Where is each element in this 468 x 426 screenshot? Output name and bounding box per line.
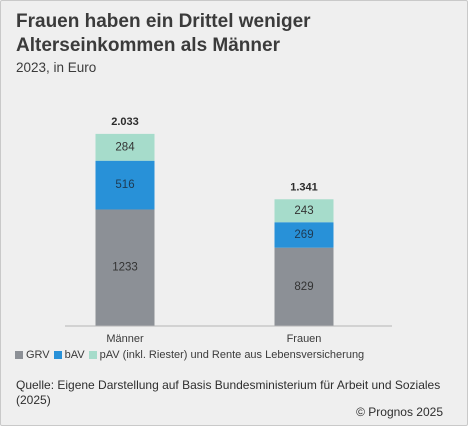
data-label-m-nner-grv: 1233 <box>112 262 138 274</box>
x-tick-label-frauen: Frauen <box>287 333 322 345</box>
legend-swatch-pav <box>88 351 97 359</box>
bar-segment-frauen-bav <box>274 222 334 248</box>
total-label-frauen: 1.341 <box>290 181 318 193</box>
legend: GRV bAV pAV (inkl. Riester) und Rente au… <box>15 349 364 361</box>
legend-label-pav: pAV (inkl. Riester) und Rente aus Lebens… <box>99 349 365 361</box>
data-label-frauen-bav: 269 <box>294 229 313 241</box>
legend-item-bav: bAV <box>53 349 85 361</box>
x-tick-label-m-nner: Männer <box>106 333 144 345</box>
stacked-bar-chart: 1233 516 284 2.033 Männer 829 269 243 1.341 Fraue… <box>65 116 392 345</box>
chart-title: Frauen haben ein Drittel weniger Alterse… <box>16 11 311 56</box>
bar-segment-m-nner-bav <box>95 160 155 210</box>
legend-label-bav: bAV <box>64 349 85 361</box>
copyright-note: © Prognos 2025 <box>356 405 443 419</box>
legend-swatch-grv <box>15 351 23 359</box>
chart-subtitle: 2023, in Euro <box>16 60 97 75</box>
data-label-frauen-pav: 243 <box>294 205 313 217</box>
legend-label-grv: GRV <box>26 349 50 361</box>
bar-segment-m-nner-pav <box>95 133 155 161</box>
bar-segment-frauen-pav <box>274 199 334 223</box>
legend-item-pav: pAV (inkl. Riester) und Rente aus Lebens… <box>88 349 365 361</box>
source-note: Quelle: Eigene Darstellung auf Basis Bun… <box>16 378 441 407</box>
total-label-m-nner: 2.033 <box>111 116 139 128</box>
labels-group: 1233 516 284 2.033 Männer 829 269 243 1.341 Fraue… <box>106 116 321 345</box>
legend-item-grv: GRV <box>15 349 50 361</box>
legend-swatch-bav <box>53 351 62 359</box>
bar-segment-m-nner-grv <box>95 209 155 326</box>
bars-group <box>95 133 334 326</box>
data-label-m-nner-bav: 516 <box>115 179 134 191</box>
data-label-m-nner-pav: 284 <box>115 141 135 153</box>
data-label-frauen-grv: 829 <box>294 281 313 293</box>
bar-segment-frauen-grv <box>274 247 334 326</box>
